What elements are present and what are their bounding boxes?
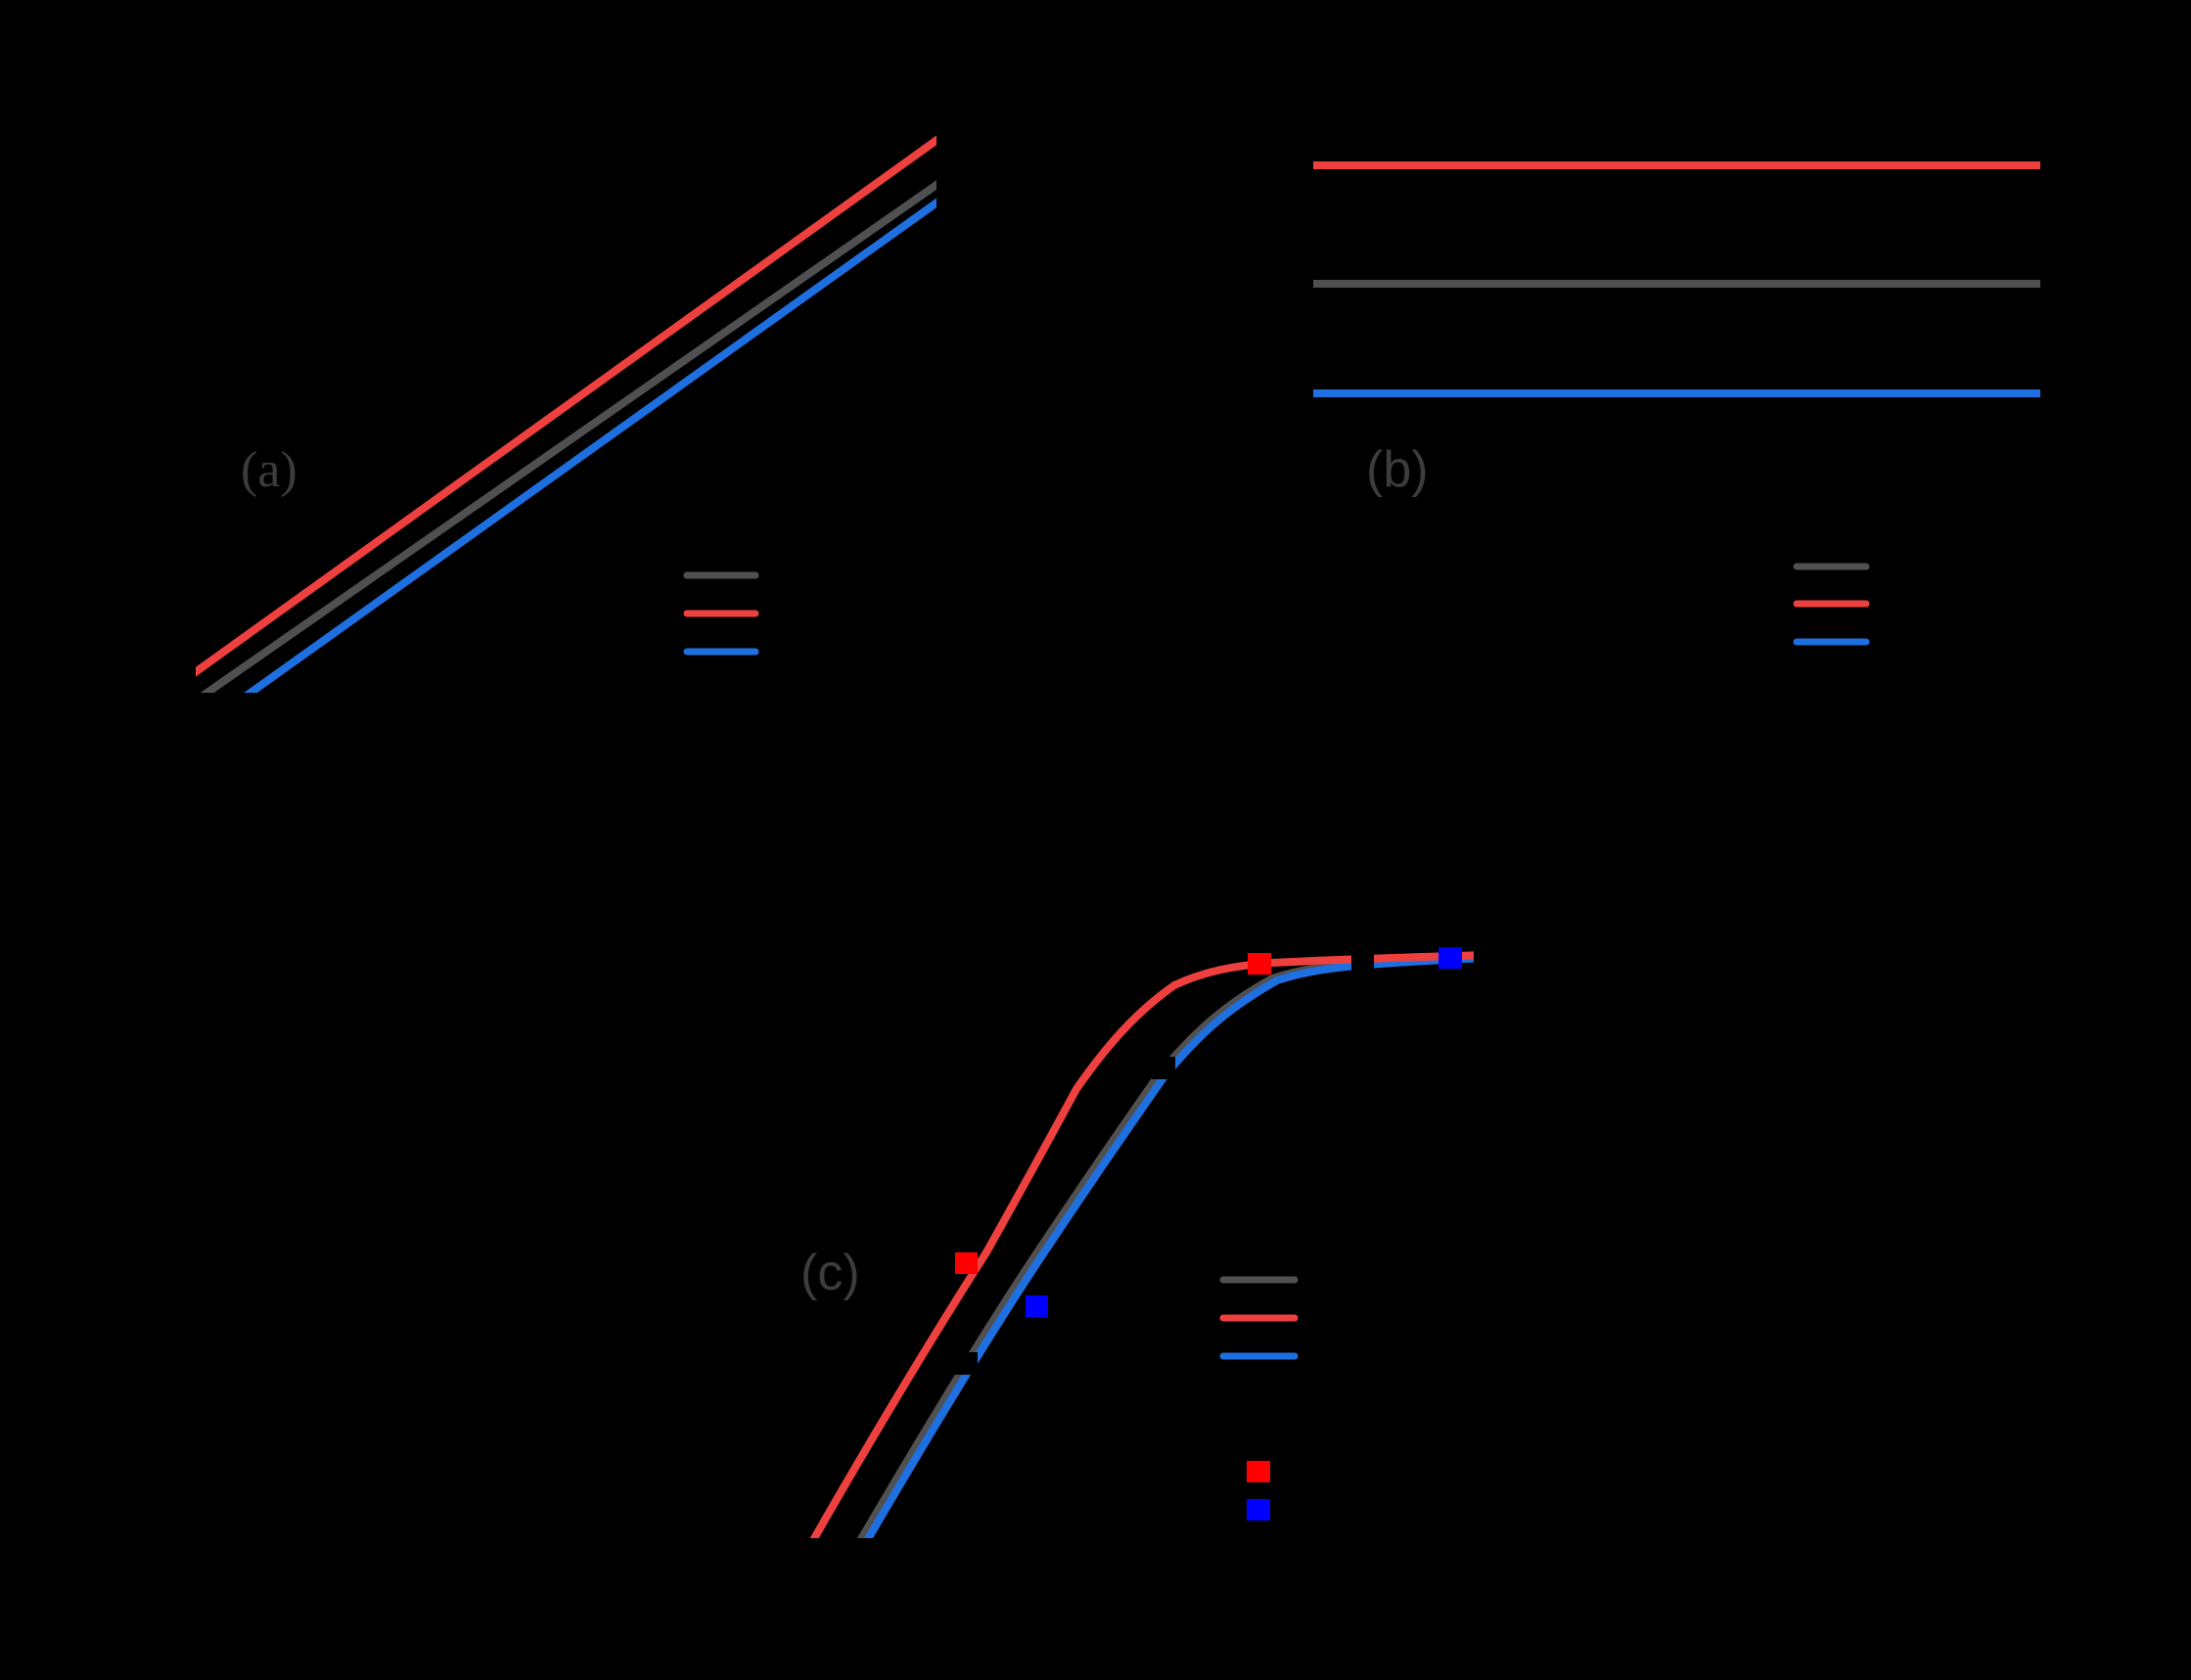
legend-c-red-marker [1247, 1461, 1270, 1482]
panel-a-legend [683, 571, 759, 656]
panel-c-red-curve [809, 951, 1474, 1538]
panel-c-gap-3 [1351, 951, 1374, 971]
panel-a-label: (a) [241, 442, 297, 498]
blue-square-marker [1438, 947, 1462, 969]
panel-c: (c) [800, 947, 1474, 1538]
panel-a-red-line [196, 135, 936, 677]
panel-b-legend [1793, 563, 1870, 646]
panel-a-blue-line [244, 198, 936, 693]
red-square-marker [955, 1252, 978, 1274]
panel-b: (b) [1313, 161, 2040, 646]
legend-c-blue-marker [1247, 1499, 1270, 1521]
panel-c-legend [1219, 1276, 1299, 1521]
panel-c-label: (c) [800, 1245, 860, 1301]
panel-a: (a) [196, 135, 936, 693]
panel-c-markers [955, 947, 1462, 1317]
panel-b-label: (b) [1366, 441, 1429, 498]
panel-c-gap-2 [1152, 1057, 1175, 1079]
red-square-marker [1248, 953, 1271, 975]
panel-a-gray-line [200, 180, 936, 693]
blue-square-marker [1026, 1295, 1048, 1317]
panel-c-gap-1 [954, 1352, 978, 1375]
